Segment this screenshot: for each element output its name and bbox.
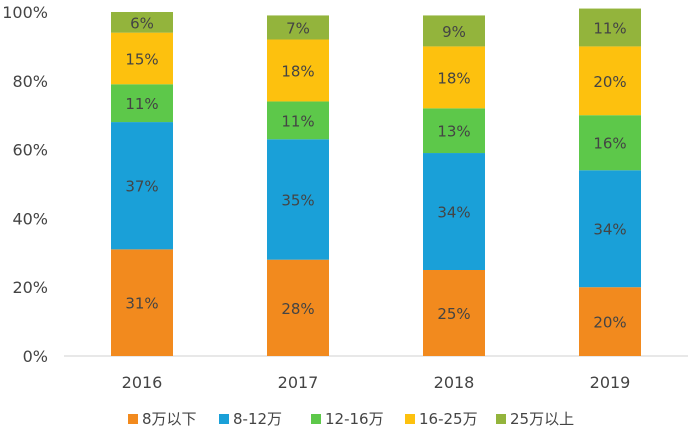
data-label: 20% xyxy=(593,314,626,332)
data-label: 11% xyxy=(281,112,314,130)
legend-swatch xyxy=(219,414,229,424)
bar-segment xyxy=(267,101,329,140)
bar-segment xyxy=(423,46,485,109)
bar-segment xyxy=(267,259,329,356)
data-label: 28% xyxy=(281,300,314,318)
x-tick-label: 2018 xyxy=(434,373,475,392)
legend-label: 12-16万 xyxy=(325,410,384,428)
x-axis: 2016 2017 2018 2019 xyxy=(122,373,631,392)
y-tick-label: 20% xyxy=(12,278,48,297)
legend-label: 8万以下 xyxy=(142,410,197,428)
data-label: 13% xyxy=(437,123,470,141)
bar-segment xyxy=(111,122,173,250)
y-tick-label: 60% xyxy=(12,141,48,160)
data-label: 20% xyxy=(593,73,626,91)
data-label: 15% xyxy=(125,50,158,68)
data-label: 6% xyxy=(130,14,154,32)
data-label: 31% xyxy=(125,295,158,313)
data-label: 25% xyxy=(437,305,470,323)
legend-swatch xyxy=(128,414,138,424)
legend-swatch xyxy=(496,414,506,424)
x-tick-label: 2016 xyxy=(122,373,163,392)
bar-segment xyxy=(579,115,641,171)
data-label: 7% xyxy=(286,19,310,37)
data-label: 37% xyxy=(125,178,158,196)
bar-segment xyxy=(267,15,329,40)
y-tick-label: 0% xyxy=(23,347,48,366)
data-label: 34% xyxy=(437,204,470,222)
bar-segment xyxy=(267,139,329,260)
legend: 8万以下 8-12万 12-16万 16-25万 25万以上 xyxy=(128,410,574,428)
data-label: 34% xyxy=(593,221,626,239)
x-tick-label: 2019 xyxy=(590,373,631,392)
bar-segment xyxy=(423,108,485,154)
y-tick-label: 80% xyxy=(12,72,48,91)
bar-segment xyxy=(111,249,173,356)
bar-segment xyxy=(111,84,173,123)
legend-swatch xyxy=(311,414,321,424)
plot-area: 31% 37% 11% 15% 6% 28% 35% 11% 18% 7% 25% 34% 13% 18%… xyxy=(111,8,641,356)
bar-segment xyxy=(579,170,641,288)
legend-swatch xyxy=(405,414,415,424)
data-label: 9% xyxy=(442,23,466,41)
bar-segment xyxy=(111,32,173,85)
x-tick-label: 2017 xyxy=(278,373,319,392)
legend-label: 16-25万 xyxy=(419,410,478,428)
y-axis: 0% 20% 40% 60% 80% 100% xyxy=(2,3,48,366)
y-tick-label: 40% xyxy=(12,209,48,228)
bar-segment xyxy=(267,39,329,102)
bar-segment xyxy=(111,12,173,33)
y-tick-label: 100% xyxy=(2,3,48,22)
bar-segment xyxy=(423,15,485,47)
data-label: 16% xyxy=(593,135,626,153)
bar-segment xyxy=(579,46,641,116)
data-label: 18% xyxy=(281,62,314,80)
data-label: 11% xyxy=(125,95,158,113)
legend-label: 8-12万 xyxy=(233,410,282,428)
data-label: 35% xyxy=(281,191,314,209)
bar-segment xyxy=(423,270,485,356)
bar-segment xyxy=(579,287,641,356)
data-label: 18% xyxy=(437,69,470,87)
bar-segment xyxy=(579,8,641,47)
legend-label: 25万以上 xyxy=(510,410,574,428)
bar-segment xyxy=(423,153,485,270)
data-label: 11% xyxy=(593,19,626,37)
